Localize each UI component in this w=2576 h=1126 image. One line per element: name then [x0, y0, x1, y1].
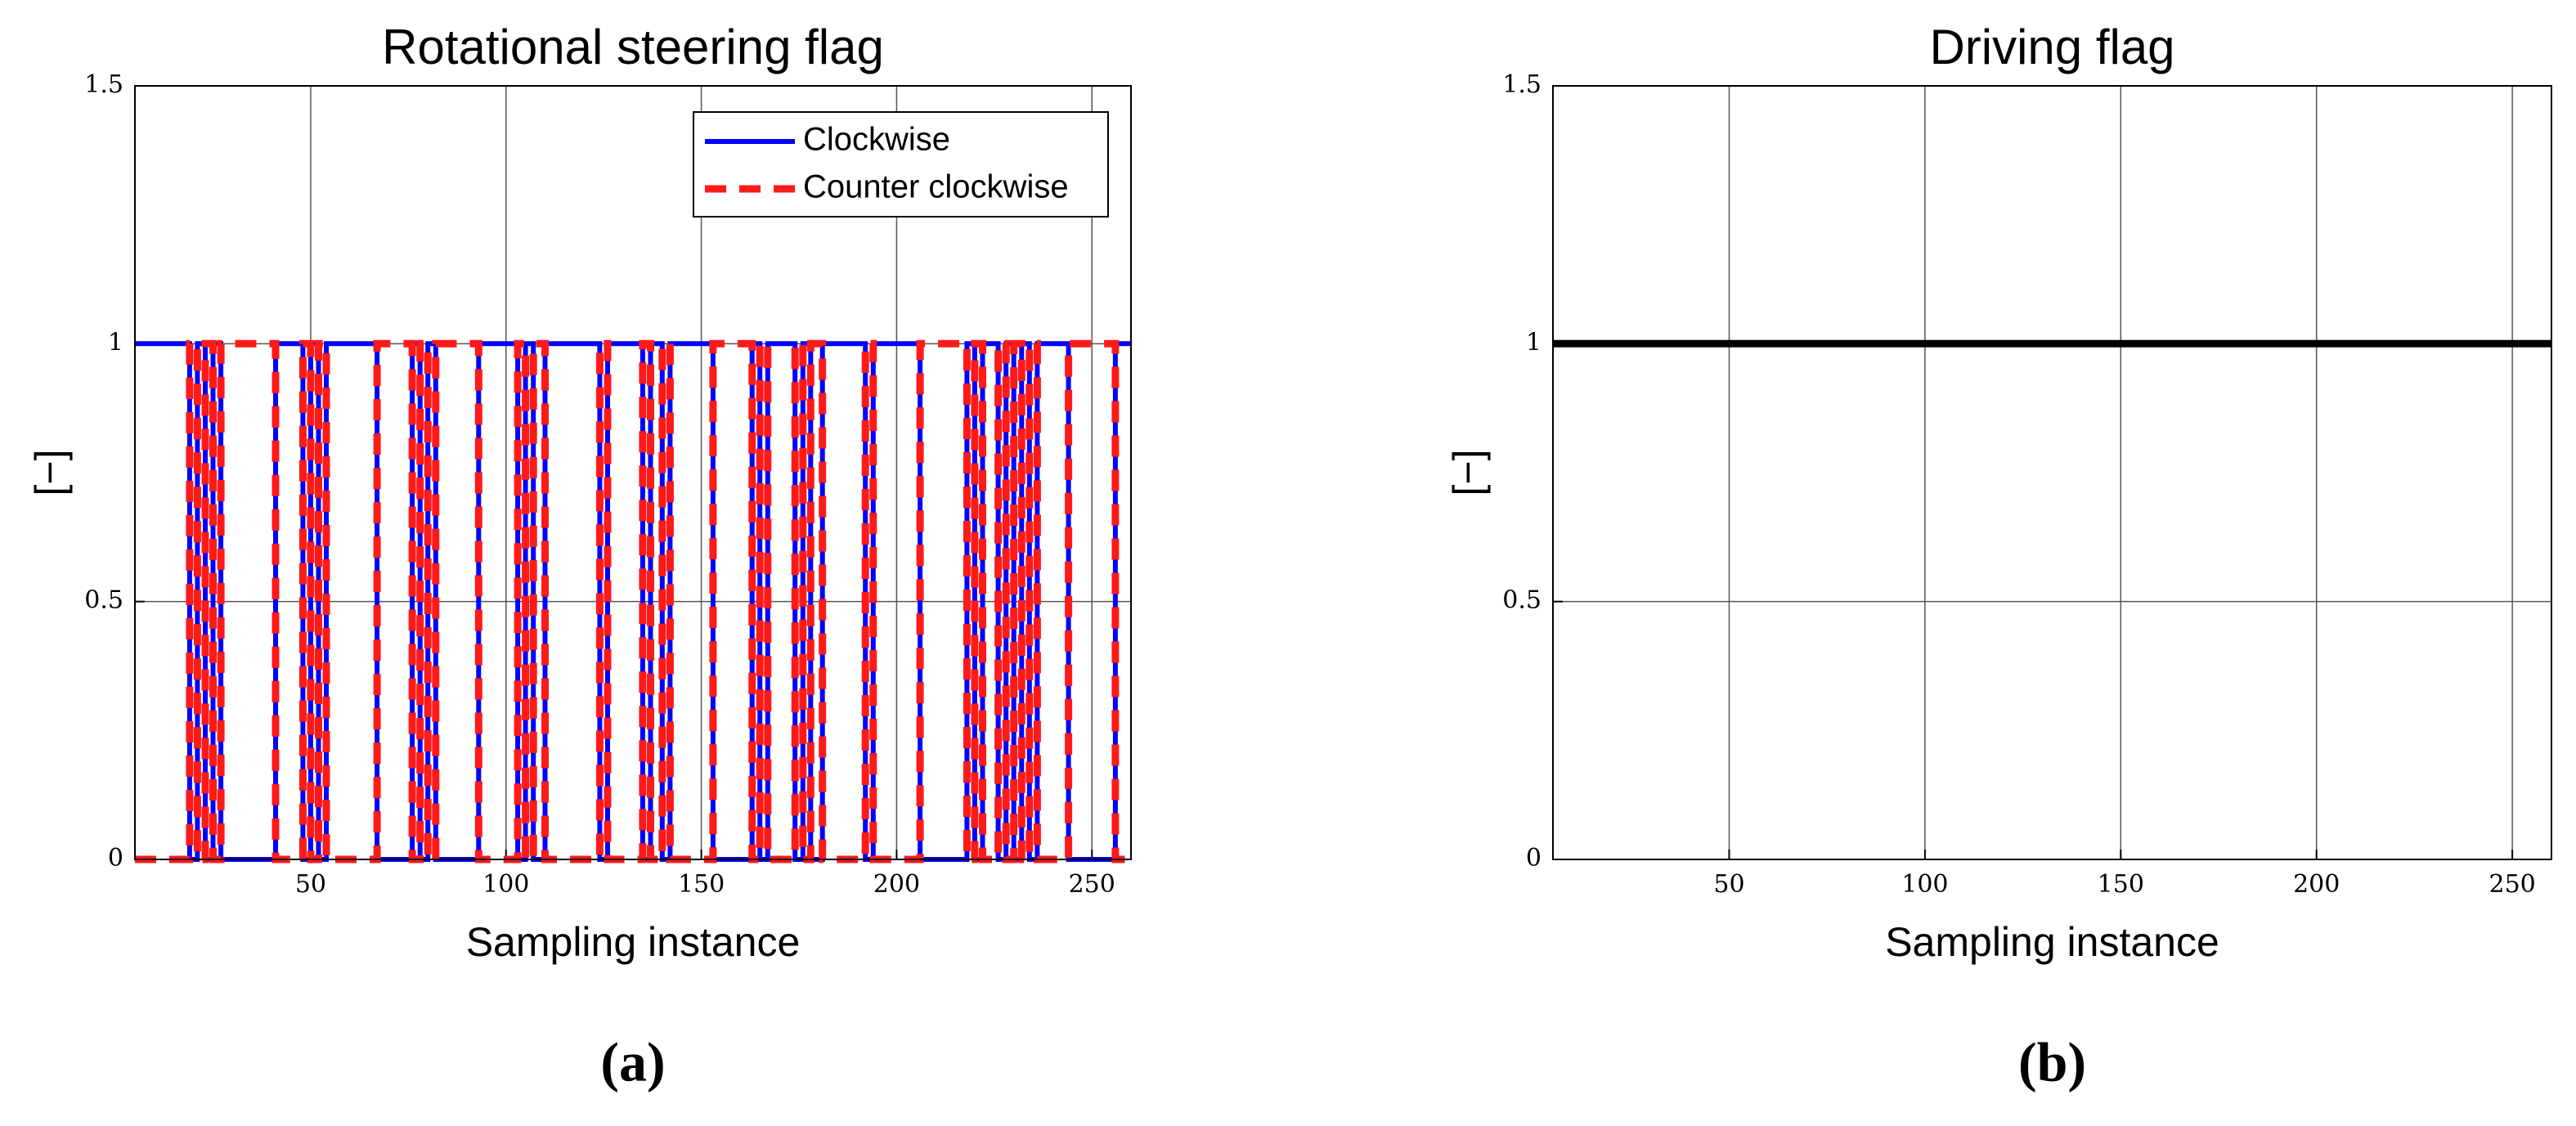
x-tick-label: 150: [2098, 870, 2144, 899]
x-axis-label: Sampling instance: [1885, 919, 2219, 965]
y-axis-label: [−]: [1445, 450, 1491, 496]
y-tick-label: 0.5: [1502, 586, 1542, 615]
legend-label: Clockwise: [803, 122, 950, 158]
chart-title: Driving flag: [1929, 20, 2174, 74]
y-tick-label: 1: [108, 328, 123, 357]
y-tick-label: 1: [1526, 328, 1542, 357]
legend-label: Counter clockwise: [803, 169, 1069, 205]
caption: (a): [600, 1031, 665, 1093]
x-axis-label: Sampling instance: [466, 919, 801, 965]
x-tick-label: 100: [482, 870, 529, 899]
plot-frame: [134, 85, 1132, 860]
x-tick-label: 200: [2293, 870, 2340, 899]
y-tick-label: 0.5: [84, 586, 123, 615]
legend: Clockwise Counter clockwise: [693, 111, 1109, 218]
y-tick-label: 0: [1526, 844, 1542, 873]
x-tick-label: 200: [873, 870, 920, 899]
x-tick-label: 250: [2488, 870, 2535, 899]
chart-title: Rotational steering flag: [382, 20, 884, 74]
caption: (b): [2018, 1031, 2086, 1093]
legend-box: [693, 111, 1109, 218]
x-tick-label: 250: [1069, 870, 1115, 899]
y-tick-label: 0: [108, 844, 123, 873]
x-tick-label: 50: [1713, 870, 1744, 899]
x-tick-label: 100: [1901, 870, 1948, 899]
x-tick-label: 50: [295, 870, 326, 899]
plot-frame: [1552, 85, 2552, 860]
y-axis-label: [−]: [27, 450, 73, 496]
y-tick-label: 1.5: [1502, 70, 1542, 99]
x-tick-label: 150: [678, 870, 725, 899]
y-tick-label: 1.5: [84, 70, 123, 99]
